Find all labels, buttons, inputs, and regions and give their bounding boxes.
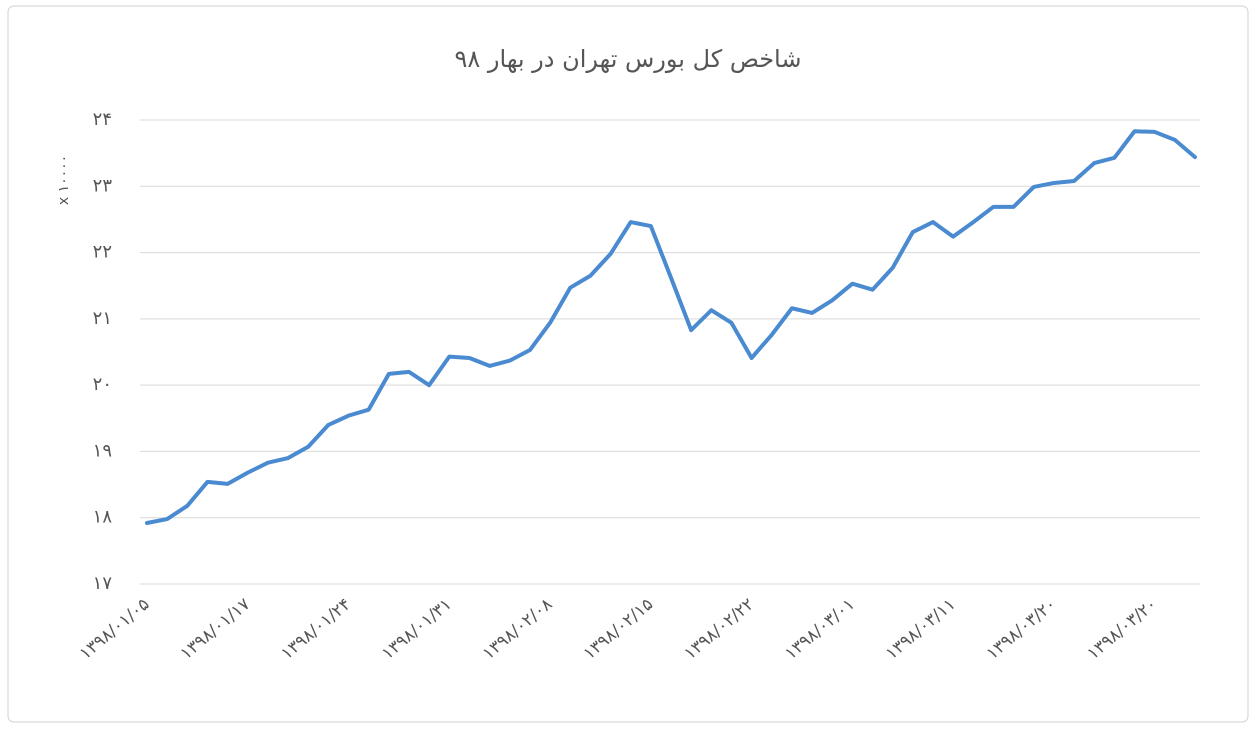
y-tick-label: ۲۱: [93, 308, 112, 329]
y-axis-label: x ۱۰۰۰۰: [56, 155, 72, 205]
y-tick-label: ۲۴: [93, 109, 112, 130]
chart-border: [7, 5, 1249, 723]
y-tick-label: ۲۳: [93, 175, 113, 196]
y-tick-label: ۱۷: [93, 573, 113, 594]
y-tick-label: ۱۹: [93, 440, 112, 461]
y-tick-label: ۲۰: [93, 374, 112, 395]
y-tick-label: ۱۸: [93, 507, 113, 528]
line: [145, 129, 1197, 526]
y-tick-label: ۲۲: [93, 242, 112, 263]
chart-title: شاخص کل بورس تهران در بهار ۹۸: [455, 45, 802, 73]
